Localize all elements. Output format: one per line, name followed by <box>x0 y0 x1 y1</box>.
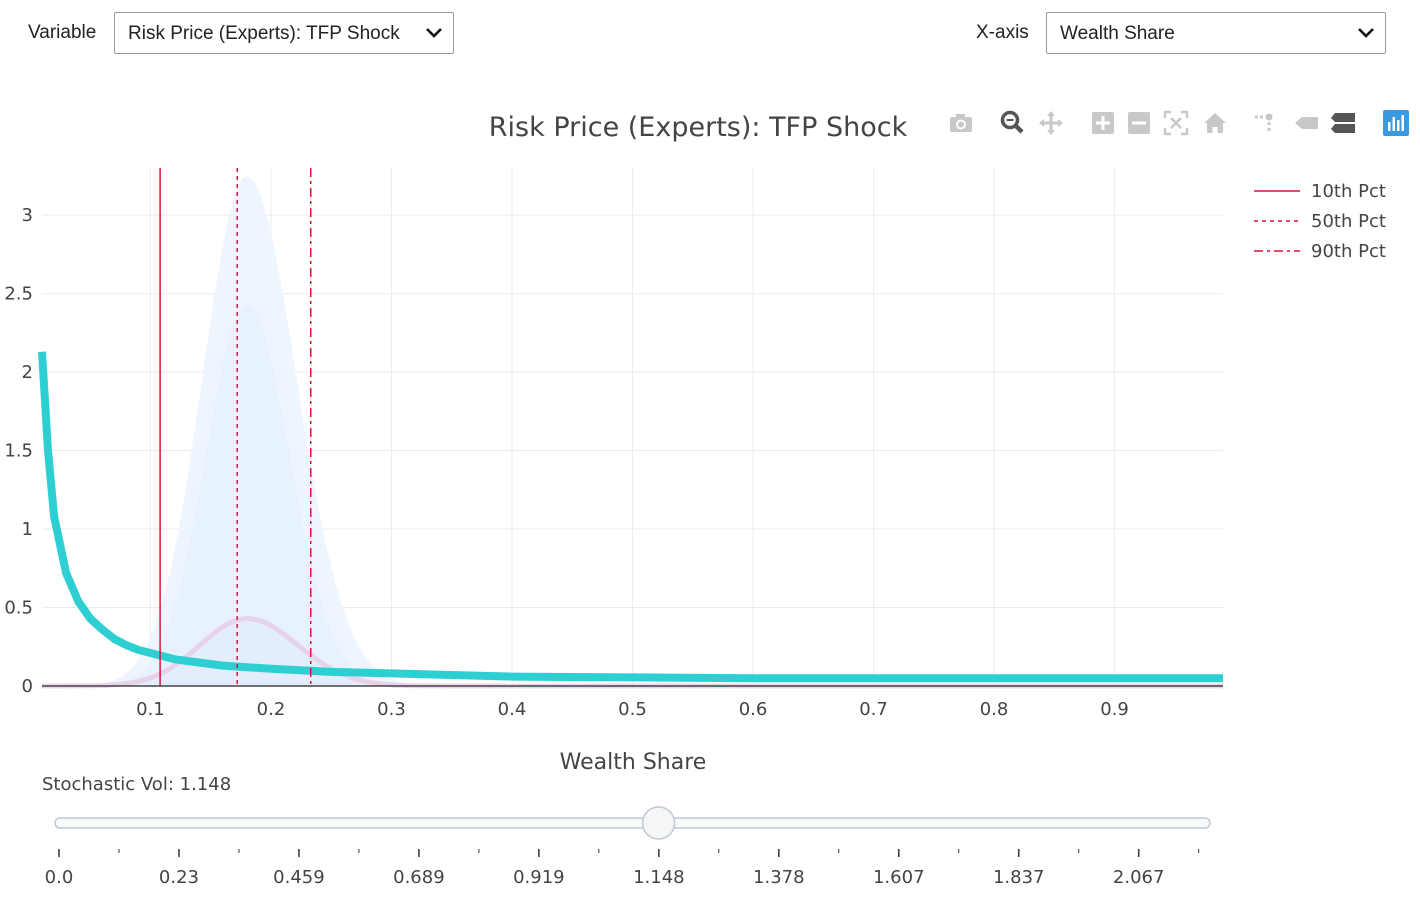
slider-tick-label: 1.148 <box>633 867 685 888</box>
slider-tick-label: 2.067 <box>1113 867 1165 888</box>
autoscale-icon[interactable] <box>1163 110 1189 136</box>
hover-compare-icon[interactable] <box>1330 110 1356 136</box>
percentile-lines <box>159 168 312 686</box>
slider-tick-label: 0.459 <box>273 867 325 888</box>
legend-item-label: 50th Pct <box>1311 211 1386 232</box>
xaxis-select[interactable]: Wealth Share <box>1046 12 1386 54</box>
x-tick-label: 0.9 <box>1100 699 1129 720</box>
zoom-in-icon[interactable] <box>1090 110 1116 136</box>
y-tick-label: 0.5 <box>4 598 33 619</box>
slider-ticks: 0.0 0.23 0.459 0.689 0.919 1.148 1.378 1.607 1.8… <box>45 849 1200 888</box>
hover-closest-icon[interactable] <box>1294 110 1320 136</box>
legend-item-label: 10th Pct <box>1311 181 1386 202</box>
pan-icon[interactable] <box>1038 110 1064 136</box>
x-tick-label: 0.4 <box>498 699 527 720</box>
slider-tick-label: 0.0 <box>45 867 74 888</box>
chevron-down-icon <box>426 28 442 38</box>
axes: 0.1 0.2 0.3 0.4 0.5 0.6 0.7 0.8 0.9 0 0.5 1 1.5 2 2.5 3 <box>4 205 1223 720</box>
legend[interactable]: 10th Pct 50th Pct 90th Pct <box>1254 181 1386 262</box>
variable-select[interactable]: Risk Price (Experts): TFP Shock <box>114 12 454 54</box>
slider-tick-label: 1.837 <box>993 867 1045 888</box>
slider-tick-label: 1.378 <box>753 867 805 888</box>
x-tick-label: 0.6 <box>739 699 768 720</box>
x-tick-label: 0.8 <box>980 699 1009 720</box>
variable-label: Variable <box>28 22 97 43</box>
xaxis-label: X-axis <box>976 22 1029 43</box>
legend-item-label: 90th Pct <box>1311 241 1386 262</box>
slider-current-value: 1.148 <box>180 774 232 795</box>
x-axis-title: Wealth Share <box>560 750 707 775</box>
x-tick-label: 0.5 <box>618 699 647 720</box>
slider-tick-label: 0.919 <box>513 867 565 888</box>
zoom-icon[interactable] <box>999 110 1025 136</box>
slider-tick-label: 1.607 <box>873 867 925 888</box>
slider-handle[interactable] <box>641 806 676 840</box>
stochastic-vol-slider[interactable]: Stochastic Vol: 1.148 0.0 0.23 0.459 0.689 0… <box>0 765 1420 900</box>
y-tick-label: 2 <box>22 362 33 383</box>
slider-rail[interactable] <box>54 817 1211 829</box>
x-tick-label: 0.3 <box>377 699 406 720</box>
chart-title: Risk Price (Experts): TFP Shock <box>489 112 908 143</box>
reset-axes-icon[interactable] <box>1202 110 1228 136</box>
plot-area[interactable]: 0.1 0.2 0.3 0.4 0.5 0.6 0.7 0.8 0.9 0 0.5 1 1.5 2 2.5 3… <box>0 90 1420 780</box>
series-line <box>38 351 1223 683</box>
x-tick-label: 0.2 <box>257 699 286 720</box>
y-tick-label: 1.5 <box>4 441 33 462</box>
camera-icon[interactable] <box>948 110 974 136</box>
xaxis-select-value: Wealth Share <box>1060 23 1175 44</box>
variable-select-value: Risk Price (Experts): TFP Shock <box>128 23 400 44</box>
zoom-out-icon[interactable] <box>1126 110 1152 136</box>
x-tick-label: 0.1 <box>136 699 165 720</box>
spike-lines-icon[interactable] <box>1254 110 1280 136</box>
series <box>38 351 1223 683</box>
y-tick-label: 0 <box>22 676 33 697</box>
slider-label: Stochastic Vol: 1.148 <box>42 774 231 795</box>
chevron-down-icon <box>1358 28 1374 38</box>
y-tick-label: 1 <box>22 519 33 540</box>
slider-tick-label: 0.689 <box>393 867 445 888</box>
plotly-logo-icon[interactable] <box>1383 110 1409 136</box>
y-tick-label: 3 <box>22 205 33 226</box>
y-tick-label: 2.5 <box>4 284 33 305</box>
x-tick-label: 0.7 <box>859 699 888 720</box>
slider-tick-label: 0.23 <box>159 867 199 888</box>
